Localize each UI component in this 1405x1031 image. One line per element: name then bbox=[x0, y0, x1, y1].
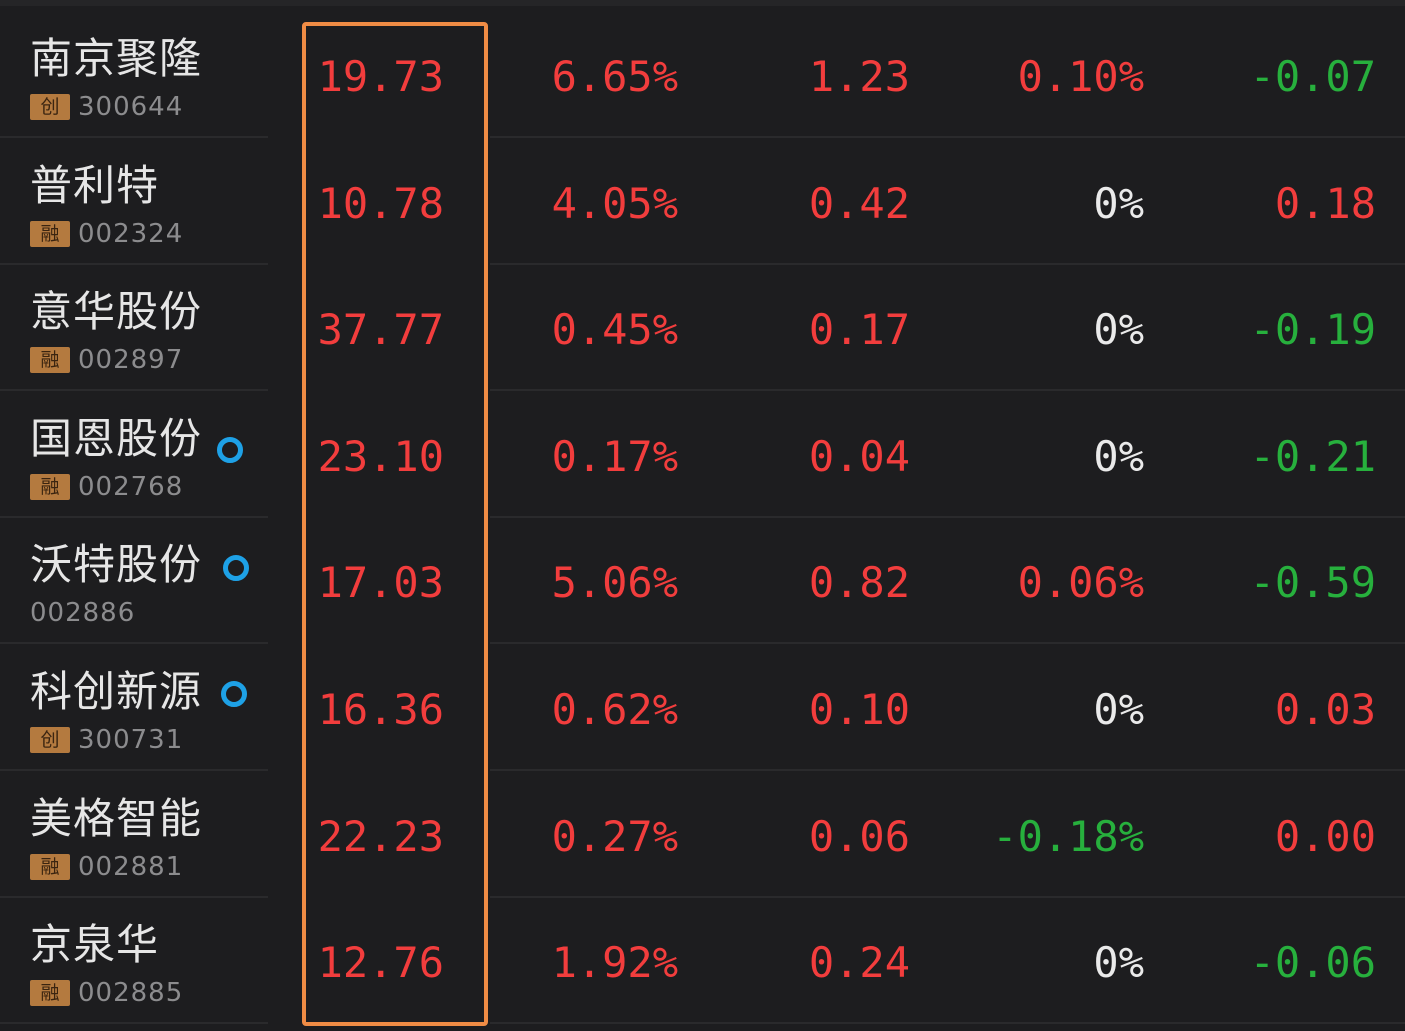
row-divider bbox=[490, 1022, 1405, 1025]
speed-cell: 0% bbox=[1093, 178, 1144, 228]
row-divider bbox=[0, 136, 268, 138]
row-divider bbox=[490, 136, 1405, 138]
status-marker-icon bbox=[223, 555, 249, 581]
speed-cell: 0% bbox=[1093, 685, 1144, 734]
row-divider bbox=[490, 262, 1405, 265]
amount-cell: 1.23 bbox=[808, 52, 910, 101]
stock-code: 002885 bbox=[78, 978, 184, 1009]
stock-name: 沃特股份 bbox=[30, 540, 203, 590]
price-cell: 12.76 bbox=[317, 938, 444, 988]
speed-cell: 0% bbox=[1093, 431, 1144, 481]
row-divider bbox=[0, 769, 268, 771]
stock-code-line: 融 002881 bbox=[30, 852, 183, 882]
speed-cell: 0.10% bbox=[1017, 52, 1144, 101]
amount-cell: 0.10 bbox=[808, 685, 910, 734]
price-cell: 22.23 bbox=[317, 811, 444, 861]
status-marker-icon bbox=[217, 437, 243, 463]
stock-name: 国恩股份 bbox=[30, 413, 203, 463]
row-divider bbox=[0, 515, 268, 518]
row-divider bbox=[490, 515, 1405, 518]
stock-code: 300731 bbox=[78, 725, 184, 755]
last-value-cell: -0.07 bbox=[1249, 52, 1376, 101]
market-tag-badge: 融 bbox=[30, 347, 70, 374]
row-divider bbox=[490, 895, 1405, 898]
market-tag-badge: 融 bbox=[30, 473, 70, 500]
speed-cell: 0.06% bbox=[1017, 558, 1144, 608]
price-cell: 23.10 bbox=[317, 431, 444, 481]
market-tag-badge: 创 bbox=[30, 727, 70, 753]
stock-code: 002324 bbox=[78, 218, 184, 249]
market-tag-badge: 融 bbox=[30, 220, 70, 247]
change-percent-cell: 0.17% bbox=[551, 431, 678, 481]
change-percent-cell: 4.05% bbox=[551, 178, 678, 228]
stock-row[interactable]: 意华股份融 002897 37.77 0.45% 0.17 0% -0.19 bbox=[0, 265, 1405, 392]
price-cell: 10.78 bbox=[317, 178, 444, 228]
row-divider bbox=[490, 389, 1405, 392]
change-percent-cell: 1.92% bbox=[551, 938, 678, 988]
last-value-cell: -0.59 bbox=[1249, 558, 1376, 608]
amount-cell: 0.24 bbox=[808, 938, 910, 988]
row-divider bbox=[0, 895, 268, 898]
stock-code: 002886 bbox=[30, 598, 136, 629]
stock-name: 意华股份 bbox=[30, 287, 203, 337]
stock-row[interactable]: 沃特股份 002886 17.03 5.06% 0.82 0.06% -0.59 bbox=[0, 518, 1405, 645]
status-marker-icon bbox=[221, 681, 247, 707]
amount-cell: 0.06 bbox=[808, 811, 910, 861]
stock-code-line: 融 002885 bbox=[30, 978, 183, 1008]
stock-name: 南京聚隆 bbox=[30, 34, 203, 83]
stock-code-line: 创 300731 bbox=[30, 725, 183, 755]
stock-code: 002897 bbox=[78, 345, 184, 376]
market-tag-badge: 融 bbox=[30, 980, 70, 1007]
stock-row[interactable]: 美格智能融 002881 22.23 0.27% 0.06 -0.18% 0.00 bbox=[0, 772, 1405, 898]
stock-code-line: 融 002324 bbox=[30, 219, 183, 249]
stock-name: 美格智能 bbox=[30, 793, 203, 843]
stock-code: 002881 bbox=[78, 851, 184, 882]
market-tag-badge: 创 bbox=[30, 94, 70, 120]
price-cell: 19.73 bbox=[317, 52, 444, 101]
change-percent-cell: 6.65% bbox=[551, 52, 678, 101]
row-divider bbox=[0, 389, 268, 392]
stock-row[interactable]: 国恩股份融 002768 23.10 0.17% 0.04 0% -0.21 bbox=[0, 392, 1405, 518]
stock-row[interactable]: 南京聚隆创 300644 19.73 6.65% 1.23 0.10% -0.07 bbox=[0, 12, 1405, 138]
stock-name: 京泉华 bbox=[30, 920, 160, 970]
speed-cell: -0.18% bbox=[992, 811, 1144, 861]
speed-cell: 0% bbox=[1093, 938, 1144, 988]
row-divider bbox=[0, 1022, 268, 1025]
last-value-cell: 0.03 bbox=[1274, 685, 1376, 734]
stock-code-line: 融 002897 bbox=[30, 345, 183, 375]
price-cell: 16.36 bbox=[317, 685, 444, 734]
stock-row[interactable]: 京泉华融 002885 12.76 1.92% 0.24 0% -0.06 bbox=[0, 898, 1405, 1025]
amount-cell: 0.42 bbox=[808, 178, 910, 228]
last-value-cell: 0.18 bbox=[1274, 178, 1376, 228]
change-percent-cell: 0.62% bbox=[551, 685, 678, 734]
stock-code: 002768 bbox=[78, 471, 184, 502]
price-cell: 17.03 bbox=[317, 558, 444, 608]
change-percent-cell: 0.27% bbox=[551, 811, 678, 861]
row-divider bbox=[490, 642, 1405, 645]
last-value-cell: -0.21 bbox=[1249, 431, 1376, 481]
row-divider bbox=[0, 262, 268, 265]
stock-code-line: 创 300644 bbox=[30, 92, 183, 122]
price-cell: 37.77 bbox=[317, 305, 444, 355]
amount-cell: 0.17 bbox=[808, 305, 910, 355]
row-divider bbox=[490, 769, 1405, 771]
stock-code-line: 002886 bbox=[30, 598, 135, 628]
stock-name: 科创新源 bbox=[30, 667, 203, 716]
market-tag-badge: 融 bbox=[30, 853, 70, 880]
last-value-cell: -0.19 bbox=[1249, 305, 1376, 355]
change-percent-cell: 0.45% bbox=[551, 305, 678, 355]
amount-cell: 0.82 bbox=[808, 558, 910, 608]
stock-code-line: 融 002768 bbox=[30, 472, 183, 502]
last-value-cell: -0.06 bbox=[1249, 938, 1376, 988]
amount-cell: 0.04 bbox=[808, 431, 910, 481]
row-divider bbox=[0, 642, 268, 645]
stock-row[interactable]: 科创新源创 300731 16.36 0.62% 0.10 0% 0.03 bbox=[0, 645, 1405, 771]
last-value-cell: 0.00 bbox=[1274, 811, 1376, 861]
stock-row[interactable]: 普利特融 002324 10.78 4.05% 0.42 0% 0.18 bbox=[0, 139, 1405, 265]
stock-name: 普利特 bbox=[30, 160, 160, 210]
change-percent-cell: 5.06% bbox=[551, 558, 678, 608]
speed-cell: 0% bbox=[1093, 305, 1144, 355]
stock-code: 300644 bbox=[78, 92, 184, 122]
